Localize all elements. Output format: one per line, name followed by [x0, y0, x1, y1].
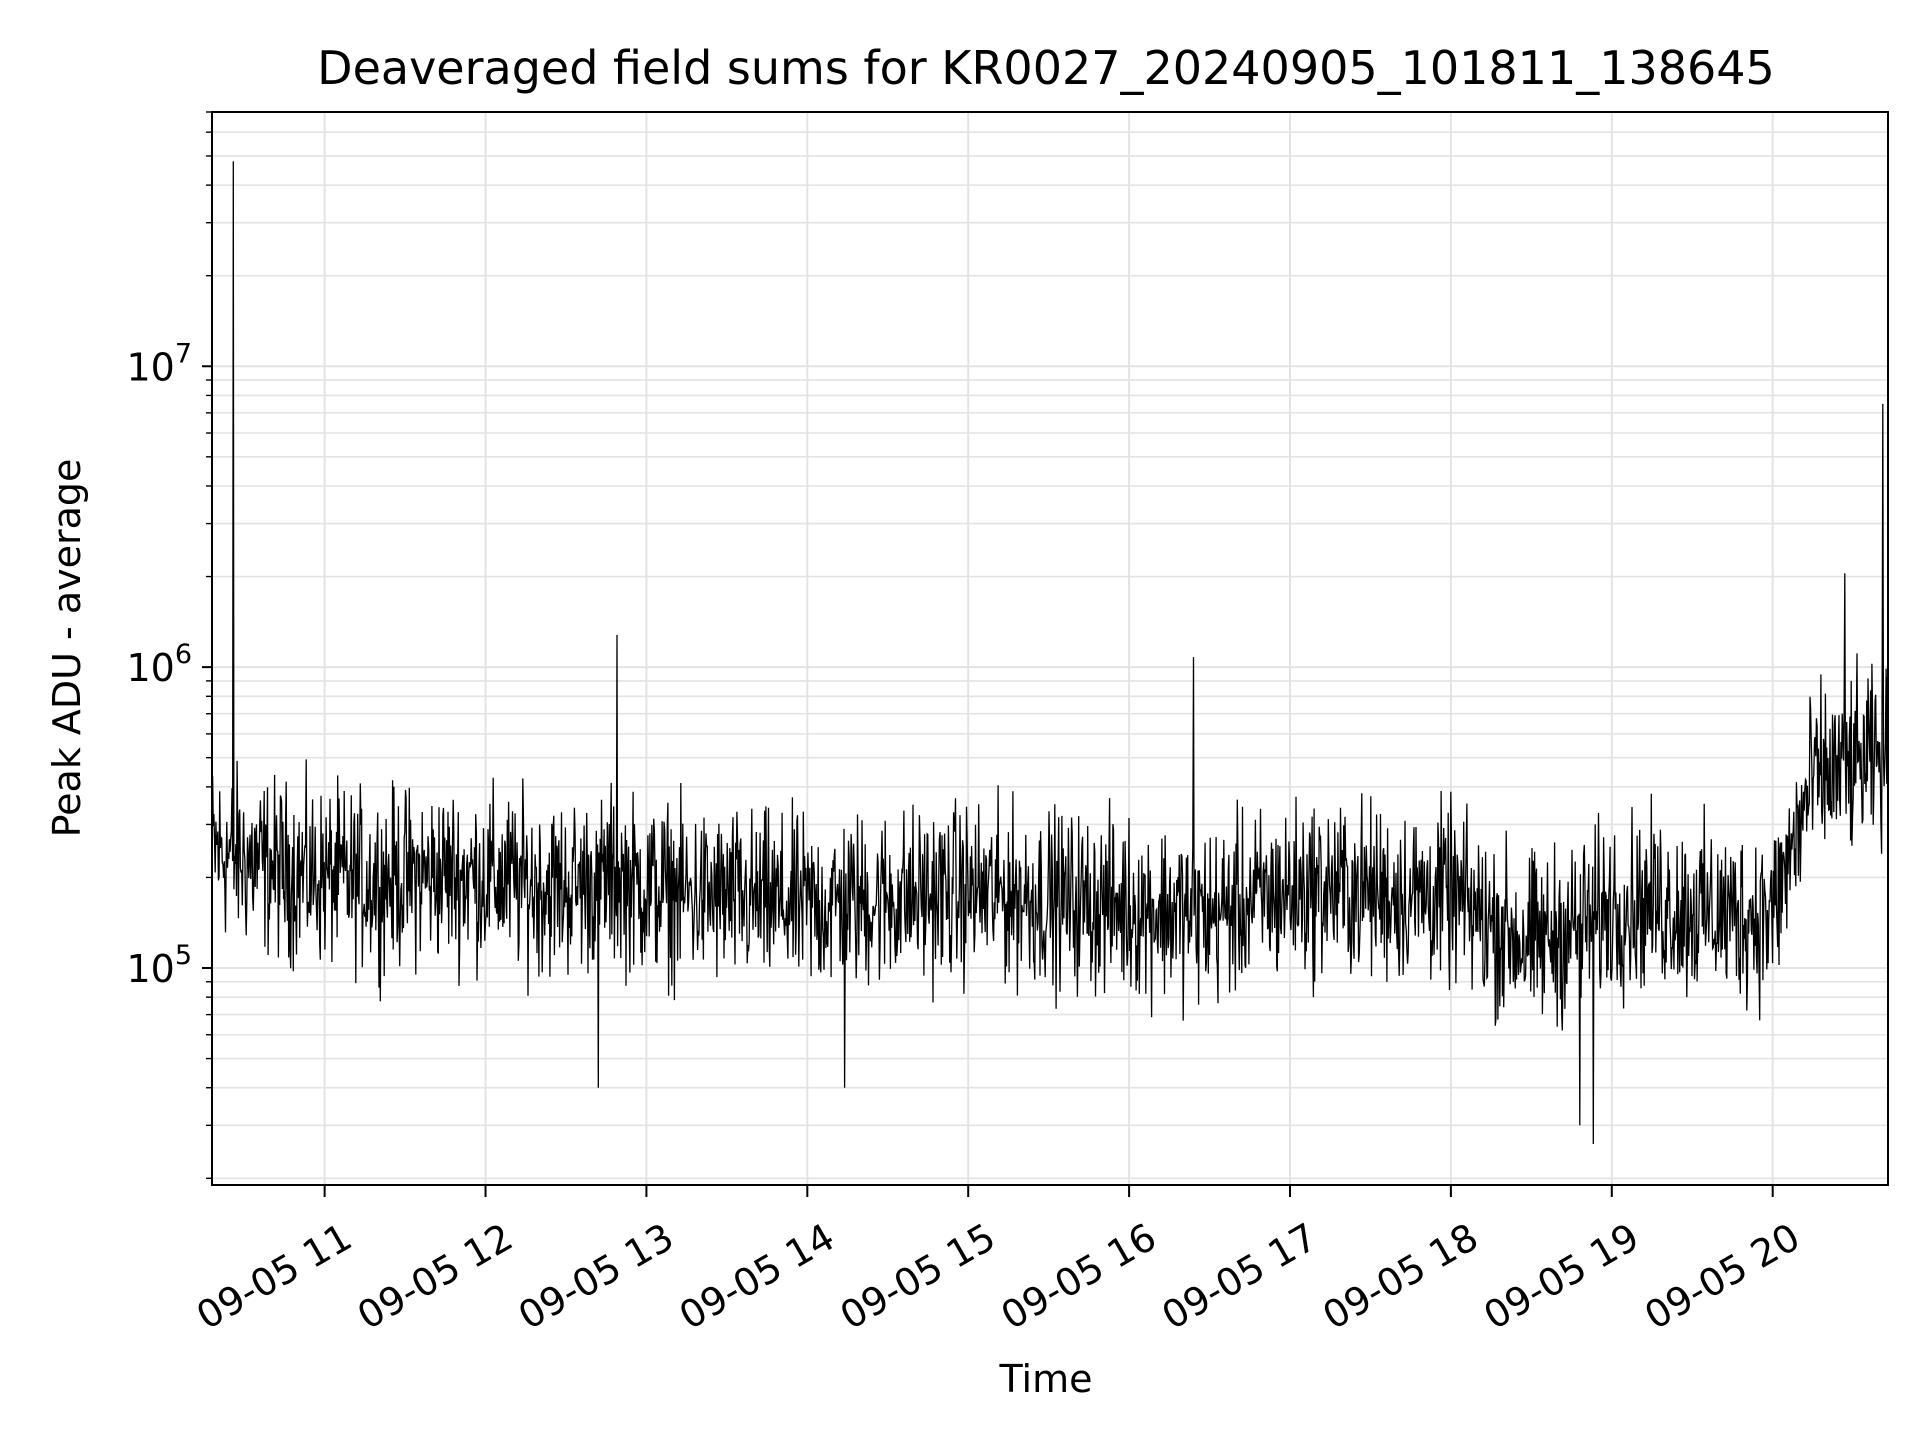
y-tick-label: 106 [126, 639, 192, 690]
series-group [211, 161, 1889, 1145]
series-line [211, 161, 1889, 1145]
x-tick-label: 09-05 11 [189, 1215, 359, 1339]
y-tick-exponent: 7 [175, 338, 192, 369]
plot-frame [211, 111, 1889, 1186]
x-tick-label: 09-05 13 [511, 1215, 681, 1339]
x-tick-label: 09-05 20 [1637, 1215, 1807, 1339]
y-tick-label: 105 [126, 940, 192, 991]
y-tick-label: 107 [126, 338, 192, 389]
x-axis-label: Time [999, 1357, 1093, 1401]
x-tick-label: 09-05 19 [1476, 1215, 1646, 1339]
y-tick-exponent: 5 [175, 940, 192, 971]
y-axis: 105 106 107 [126, 111, 212, 1179]
chart-title: Deaveraged field sums for KR0027_2024090… [317, 41, 1775, 95]
y-axis-label: Peak ADU - average [45, 459, 89, 838]
x-tick-label: 09-05 18 [1315, 1215, 1485, 1339]
x-tick-label: 09-05 15 [833, 1215, 1003, 1339]
x-tick-label: 09-05 17 [1155, 1215, 1325, 1339]
x-tick-label: 09-05 16 [994, 1215, 1164, 1339]
x-tick-label: 09-05 12 [350, 1215, 520, 1339]
y-tick-exponent: 6 [175, 639, 192, 670]
grid [212, 111, 1888, 1185]
x-tick-label: 09-05 14 [672, 1215, 842, 1339]
